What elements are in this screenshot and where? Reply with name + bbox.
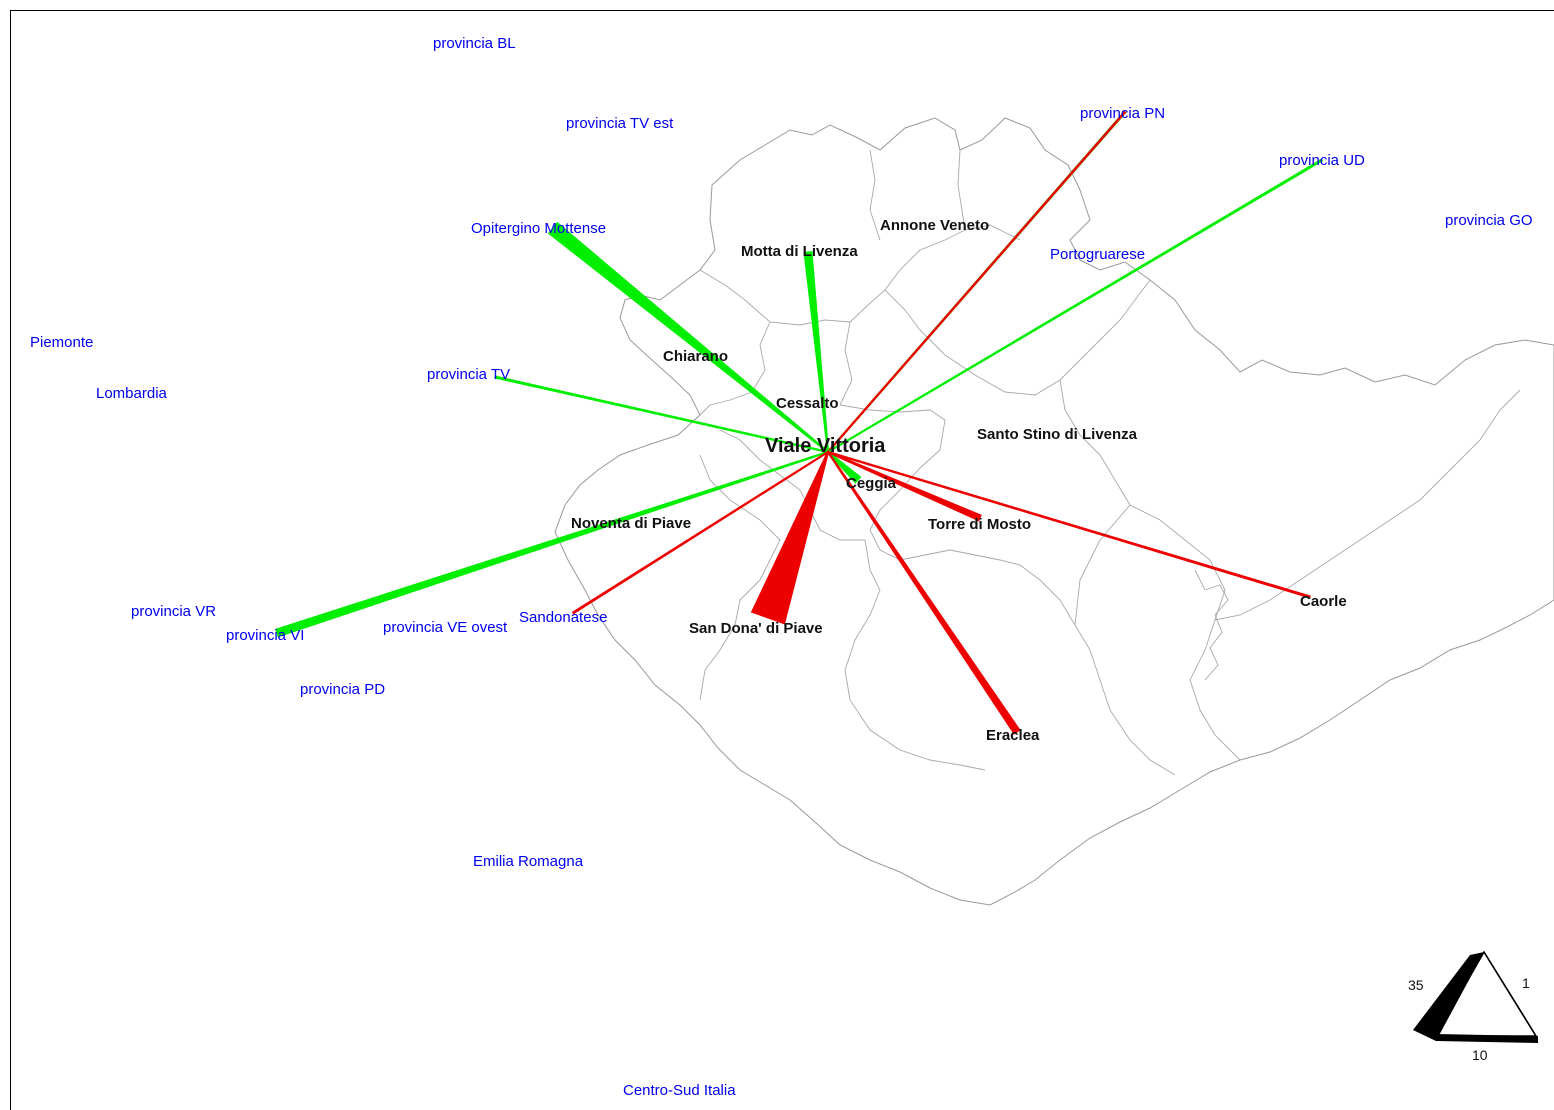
label-torre-di-mosto: Torre di Mosto xyxy=(928,516,1031,533)
label-provincia-ud: provincia UD xyxy=(1279,152,1365,169)
labels-layer: provincia BL provincia TV est provincia … xyxy=(30,35,1533,1097)
flow-out-motta-di-livenza xyxy=(803,251,830,453)
label-provincia-tv-est: provincia TV est xyxy=(566,115,674,132)
label-provincia-ve-ovest: provincia VE ovest xyxy=(383,619,508,636)
boundary-ceggia xyxy=(839,404,1021,566)
label-noventa-di-piave: Noventa di Piave xyxy=(571,515,691,532)
boundary-caorle xyxy=(1129,389,1521,761)
label-santo-stino-di-livenza: Santo Stino di Livenza xyxy=(977,426,1138,443)
boundary-santo-stino xyxy=(884,279,1151,456)
label-centro-sud-italia: Centro-Sud Italia xyxy=(623,1082,736,1097)
label-provincia-vi: provincia VI xyxy=(226,627,304,644)
boundary-river xyxy=(1194,569,1229,681)
label-annone-veneto: Annone Veneto xyxy=(880,217,989,234)
map-frame xyxy=(10,10,1554,1110)
legend-label-1: 1 xyxy=(1522,975,1530,991)
flow-width-legend: 35 1 10 xyxy=(1408,950,1538,1063)
flows-layer xyxy=(275,110,1324,735)
label-lombardia: Lombardia xyxy=(96,385,168,402)
label-eraclea: Eraclea xyxy=(986,727,1040,744)
boundary-eraclea xyxy=(1019,454,1176,776)
legend-label-10: 10 xyxy=(1472,1047,1488,1063)
label-sandonatese: Sandonatese xyxy=(519,609,607,626)
label-provincia-pn: provincia PN xyxy=(1080,105,1165,122)
label-piemonte: Piemonte xyxy=(30,334,93,351)
label-cessalto: Cessalto xyxy=(776,395,839,412)
label-san-dona-di-piave: San Dona' di Piave xyxy=(689,620,823,637)
label-provincia-tv: provincia TV xyxy=(427,366,510,383)
municipal-boundaries xyxy=(554,117,1554,906)
label-ceggia: Ceggia xyxy=(846,475,897,492)
legend-bar-10 xyxy=(1436,1034,1538,1043)
label-caorle: Caorle xyxy=(1300,593,1347,610)
label-opitergino-mottense: Opitergino Mottense xyxy=(471,220,606,237)
label-provincia-pd: provincia PD xyxy=(300,681,385,698)
label-motta-di-livenza: Motta di Livenza xyxy=(741,243,858,260)
boundary-annone xyxy=(869,149,966,241)
label-emilia-romagna: Emilia Romagna xyxy=(473,853,584,870)
legend-bar-1 xyxy=(1483,951,1537,1037)
legend-bar-35 xyxy=(1413,952,1484,1041)
label-provincia-go: provincia GO xyxy=(1445,212,1533,229)
boundary-noventa xyxy=(699,429,865,581)
flow-out-provincia-ud xyxy=(827,158,1324,454)
flow-in-caorle xyxy=(827,450,1311,599)
label-center-viale-vittoria: Viale Vittoria xyxy=(765,435,886,457)
outer-boundary xyxy=(554,117,1554,906)
boundary-motta-chiarano xyxy=(699,224,1021,326)
label-portogruarese: Portogruarese xyxy=(1050,246,1145,263)
flow-in-eraclea xyxy=(826,451,1021,735)
label-chiarano: Chiarano xyxy=(663,348,728,365)
label-provincia-bl: provincia BL xyxy=(433,35,516,52)
label-provincia-vr: provincia VR xyxy=(131,603,216,620)
flow-in-san-dona-di-piave xyxy=(750,451,830,625)
legend-label-35: 35 xyxy=(1408,977,1424,993)
boundary-sandona xyxy=(699,539,986,771)
